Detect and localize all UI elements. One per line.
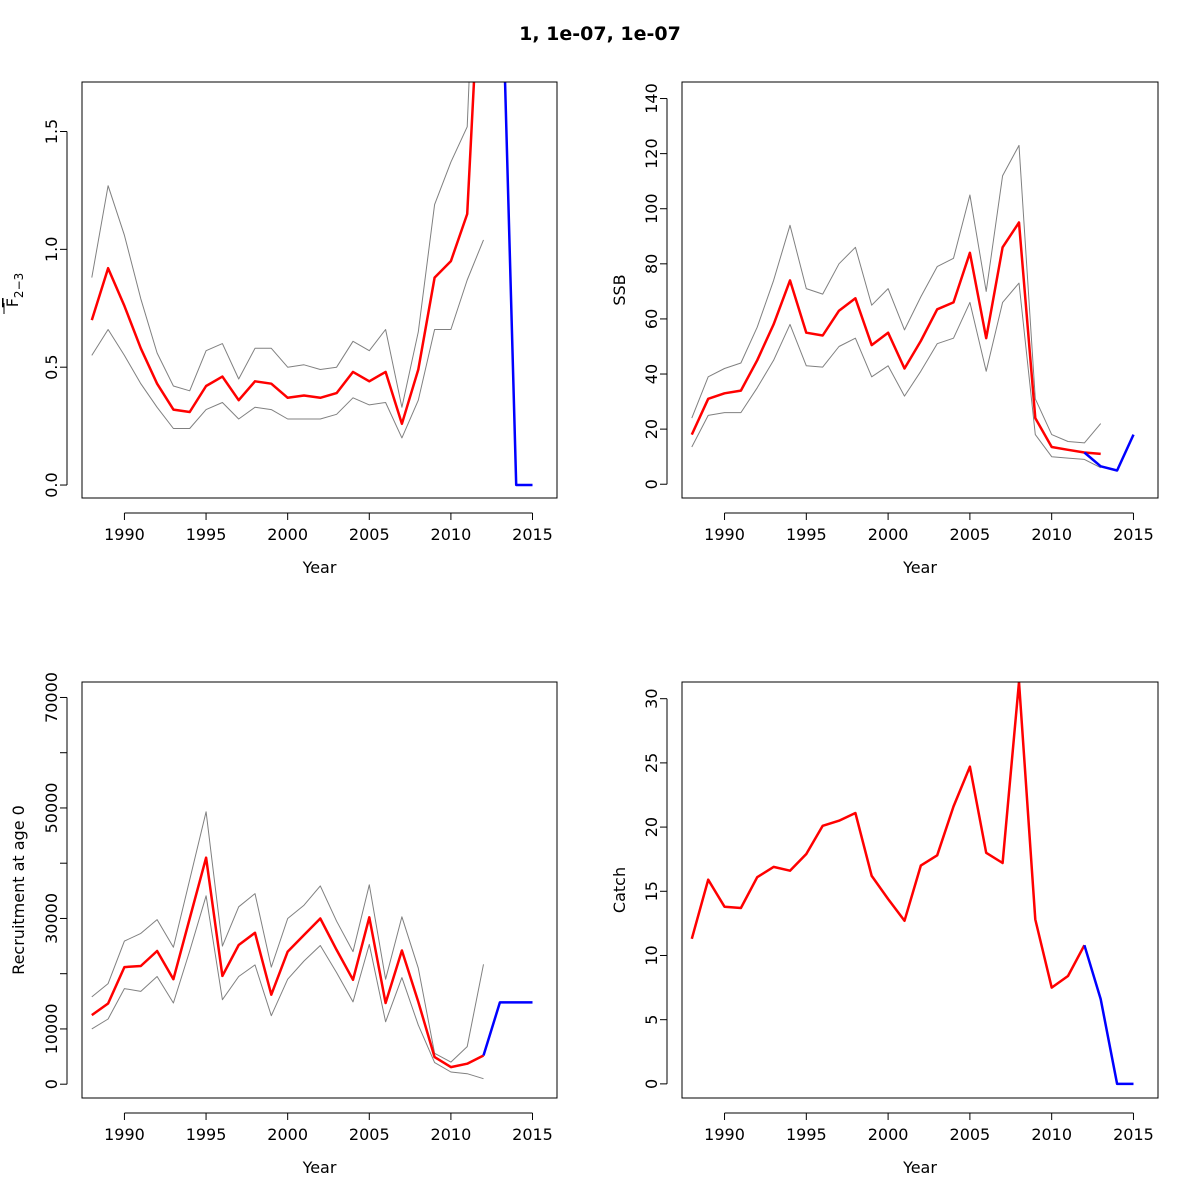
ssb-y-tick-label: 120	[642, 138, 661, 169]
recruitment-x-tick-label: 2000	[267, 1125, 308, 1144]
ssb-y-tick-label: 40	[642, 364, 661, 384]
recruitment-x-tick-label: 1990	[104, 1125, 145, 1144]
fbar-y-tick-label: 0.0	[42, 472, 61, 497]
fbar-y-tick-label: 0.5	[42, 354, 61, 379]
catch-x-tick-label: 2000	[868, 1125, 909, 1144]
catch-y-tick-label: 30	[642, 689, 661, 709]
recruitment-y-tick-label: 0	[42, 1079, 61, 1089]
recruitment-lower-line	[91, 895, 484, 1080]
catch-x-tick-label: 2015	[1113, 1125, 1154, 1144]
catch-y-tick-label: 10	[642, 945, 661, 965]
catch-x-tick-label: 1995	[786, 1125, 827, 1144]
ssb-series-group	[690, 144, 1135, 472]
ssb-upper-line	[691, 144, 1102, 444]
recruitment-x-axis-title: Year	[302, 1158, 337, 1177]
recruitment-x-tick-label: 1995	[186, 1125, 227, 1144]
catch-y-axis-title: Catch	[610, 867, 629, 913]
fbar-y-tick-label: 1.0	[42, 237, 61, 262]
fbar-x-tick-label: 2015	[512, 525, 553, 544]
recruitment-estimate-line	[91, 856, 485, 1069]
fbar-x-tick-label: 2005	[349, 525, 390, 544]
catch-y-tick-label: 15	[642, 881, 661, 901]
catch-x-tick-label: 1990	[704, 1125, 745, 1144]
catch-y-tick-label: 5	[642, 1015, 661, 1025]
fbar-projection-line	[503, 82, 533, 487]
catch-series-group	[690, 682, 1134, 1086]
fbar-upper-line	[91, 82, 470, 408]
fbar-y-axis-title: F2−3	[3, 273, 26, 308]
fbar-estimate-line	[90, 82, 476, 426]
fbar-y-tick-label: 1.5	[42, 119, 61, 144]
ssb-lower-line	[691, 282, 1101, 469]
recruitment-y-axis-title: Recruitment at age 0	[9, 805, 28, 975]
catch-projection-line	[1083, 944, 1134, 1086]
ssb-y-tick-label: 60	[642, 309, 661, 329]
panel-fbar: 1990 1995 2000 2005 2010 2015 Year 0.0 0.5 1.0 1.5…	[3, 81, 558, 577]
ssb-y-tick-label: 20	[642, 419, 661, 439]
catch-y-tick-label: 0	[642, 1079, 661, 1089]
fbar-y-axis-title-subscript: 2−3	[12, 273, 26, 298]
recruitment-upper-line	[91, 811, 484, 1063]
recruitment-y-tick-label: 10000	[42, 1003, 61, 1054]
ssb-x-tick-label: 2010	[1031, 525, 1072, 544]
fbar-x-tick-label: 2010	[431, 525, 472, 544]
ssb-y-tick-label: 0	[642, 479, 661, 489]
recruitment-plot-frame	[81, 681, 558, 1099]
panel-recruitment: 1990 1995 2000 2005 2010 2015 Year 0 10000 30000 5…	[9, 672, 558, 1177]
ssb-y-axis-title: SSB	[610, 274, 629, 305]
recruitment-y-tick-label: 30000	[42, 893, 61, 944]
catch-x-axis-title: Year	[902, 1158, 937, 1177]
ssb-y-tick-label: 80	[642, 254, 661, 274]
recruitment-projection-line	[482, 1001, 533, 1056]
panel-ssb: 1990 1995 2000 2005 2010 2015 Year 0 20 40 60 80 100…	[610, 81, 1159, 577]
ssb-projection-line	[1083, 434, 1135, 472]
ssb-x-tick-label: 1990	[704, 525, 745, 544]
ssb-x-tick-label: 2015	[1113, 525, 1154, 544]
ssb-y-tick-label: 140	[642, 83, 661, 114]
ssb-x-tick-label: 1995	[786, 525, 827, 544]
ssb-x-axis-title: Year	[902, 558, 937, 577]
ssb-estimate-line	[690, 221, 1101, 456]
catch-x-tick-label: 2010	[1031, 1125, 1072, 1144]
fbar-x-axis-title: Year	[302, 558, 337, 577]
catch-y-tick-label: 20	[642, 817, 661, 837]
fbar-x-tick-label: 2000	[267, 525, 308, 544]
catch-y-tick-label: 25	[642, 753, 661, 773]
ssb-plot-frame	[681, 81, 1159, 499]
fbar-lower-line	[91, 239, 484, 439]
recruitment-x-tick-label: 2010	[431, 1125, 472, 1144]
recruitment-y-tick-label: 50000	[42, 783, 61, 834]
fbar-series-group	[90, 82, 533, 487]
ssb-x-tick-label: 2000	[868, 525, 909, 544]
catch-x-tick-label: 2005	[950, 1125, 991, 1144]
figure-title: 1, 1e-07, 1e-07	[519, 23, 681, 45]
recruitment-y-tick-label: 70000	[42, 672, 61, 723]
catch-plot-frame	[681, 681, 1159, 1099]
ssb-x-tick-label: 2005	[950, 525, 991, 544]
fbar-x-tick-label: 1995	[186, 525, 227, 544]
recruitment-x-tick-label: 2015	[512, 1125, 553, 1144]
ssb-y-tick-label: 100	[642, 193, 661, 224]
recruitment-x-tick-label: 2005	[349, 1125, 390, 1144]
fbar-x-tick-label: 1990	[104, 525, 145, 544]
panel-catch: 1990 1995 2000 2005 2010 2015 Year 0 5 10 15 20 25 30…	[610, 681, 1159, 1177]
fbar-y-axis-title-main: F	[3, 298, 22, 307]
fbar-plot-frame	[81, 81, 558, 499]
catch-estimate-line	[690, 682, 1086, 989]
recruitment-series-group	[91, 811, 533, 1080]
